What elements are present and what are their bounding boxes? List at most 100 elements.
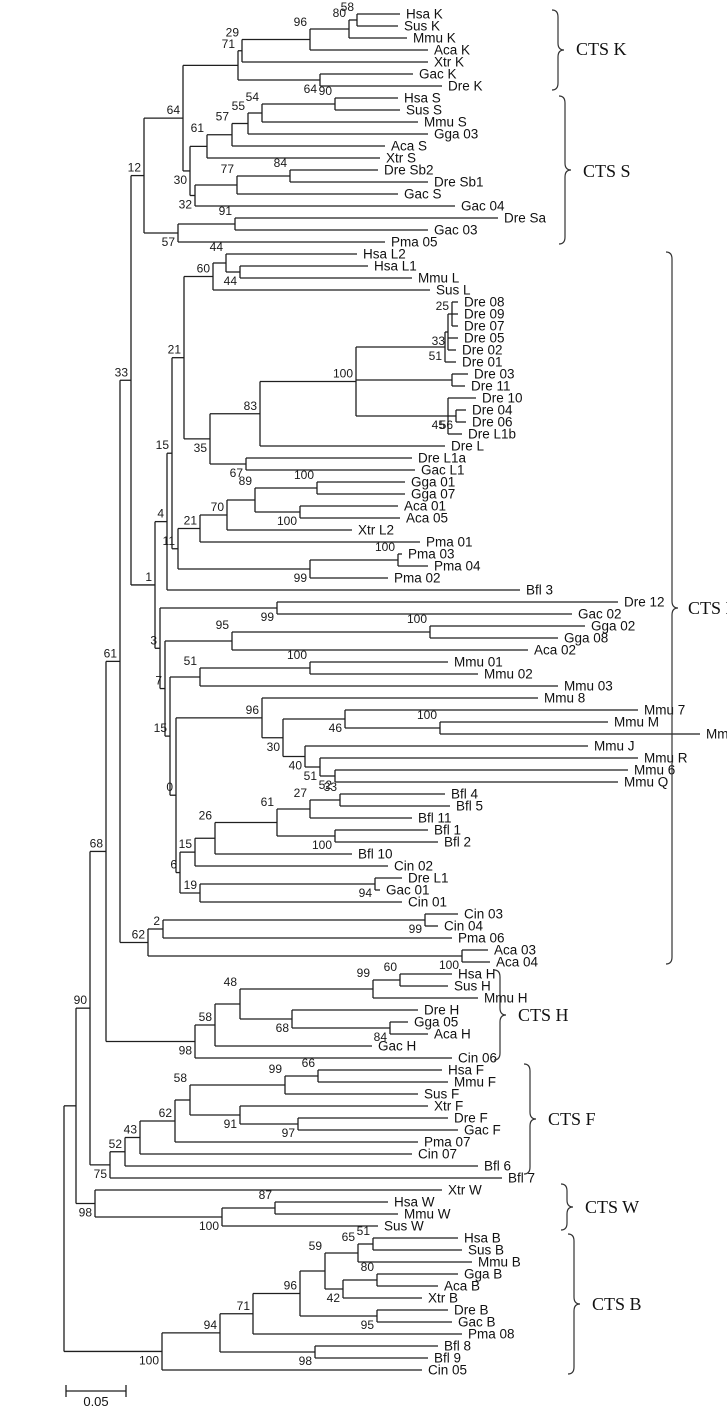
bootstrap-value: 95 xyxy=(216,618,230,632)
clade-bracket xyxy=(665,251,679,965)
taxon-label: Pma 01 xyxy=(426,535,473,550)
bootstrap-value: 60 xyxy=(197,262,211,276)
bootstrap-value: 25 xyxy=(436,299,450,313)
taxon-label: Bfl 7 xyxy=(508,1171,535,1186)
taxon-label: Gga B xyxy=(464,1267,502,1282)
taxon-label: Pma 06 xyxy=(458,931,505,946)
taxon-label: Pma 02 xyxy=(394,571,441,586)
bootstrap-value: 43 xyxy=(124,1123,138,1137)
taxon-label: Bfl 3 xyxy=(526,583,553,598)
clade-bracket xyxy=(523,1063,537,1175)
taxon-label: Cin 05 xyxy=(428,1363,467,1378)
taxon-label: Dre L1b xyxy=(468,427,516,442)
bootstrap-value: 75 xyxy=(94,1167,108,1181)
taxon-label: Mmu 3 xyxy=(706,727,727,742)
bootstrap-value: 97 xyxy=(282,1126,296,1140)
taxon-label: Aca 05 xyxy=(406,511,448,526)
bootstrap-value: 15 xyxy=(156,438,170,452)
clade-bracket xyxy=(551,9,565,91)
bootstrap-value: 61 xyxy=(191,121,205,135)
bootstrap-value: 55 xyxy=(232,99,246,113)
bootstrap-value: 87 xyxy=(259,1188,273,1202)
taxon-label: Gac 02 xyxy=(578,607,622,622)
taxon-label: Sus H xyxy=(454,979,491,994)
bootstrap-value: 99 xyxy=(357,966,371,980)
bootstrap-value: 48 xyxy=(224,975,238,989)
taxon-label: Xtr K xyxy=(434,55,464,70)
taxon-label: Dre 02 xyxy=(462,343,503,358)
taxon-label: Dre Sb1 xyxy=(434,175,484,190)
clade-label: CTS H xyxy=(518,1005,569,1025)
taxon-label: Dre H xyxy=(424,1003,459,1018)
bootstrap-value: 66 xyxy=(302,1056,316,1070)
taxon-label: Mmu H xyxy=(484,991,528,1006)
taxon-label: Gac L1 xyxy=(421,463,465,478)
clade-bracket xyxy=(493,969,507,1061)
taxon-label: Hsa S xyxy=(404,91,441,106)
bootstrap-value: 1 xyxy=(145,570,152,584)
bootstrap-value: 45 xyxy=(432,418,446,432)
bootstrap-value: 100 xyxy=(417,708,437,722)
taxon-label: Pma 03 xyxy=(408,547,455,562)
bootstrap-value: 65 xyxy=(342,1230,356,1244)
taxon-label: Mmu W xyxy=(404,1207,451,1222)
bootstrap-value: 91 xyxy=(219,204,233,218)
taxon-label: Mmu B xyxy=(478,1255,521,1270)
taxon-label: Bfl 1 xyxy=(434,823,461,838)
bootstrap-value: 21 xyxy=(184,514,198,528)
taxon-label: Pma 04 xyxy=(434,559,481,574)
taxon-label: Mmu L xyxy=(418,271,460,286)
taxon-label: Bfl 10 xyxy=(358,847,393,862)
taxon-label: Dre 05 xyxy=(464,331,505,346)
bootstrap-value: 12 xyxy=(128,161,142,175)
bootstrap-value: 6 xyxy=(170,858,177,872)
taxon-label: Dre B xyxy=(454,1303,489,1318)
bootstrap-value: 42 xyxy=(327,1291,341,1305)
bootstrap-value: 15 xyxy=(179,837,193,851)
taxon-label: Dre 11 xyxy=(471,379,511,394)
bootstrap-value: 21 xyxy=(168,343,182,357)
taxon-label: Dre L xyxy=(451,439,485,454)
taxon-label: Hsa B xyxy=(464,1231,501,1246)
taxon-label: Bfl 9 xyxy=(434,1351,461,1366)
bootstrap-value: 95 xyxy=(361,1318,375,1332)
taxon-label: Hsa F xyxy=(448,1063,484,1078)
bootstrap-value: 94 xyxy=(359,886,373,900)
bootstrap-value: 27 xyxy=(294,786,308,800)
clade-label: CTS F xyxy=(548,1109,596,1129)
taxon-label: Mmu 03 xyxy=(564,679,613,694)
bootstrap-value: 77 xyxy=(221,162,235,176)
bootstrap-value: 33 xyxy=(115,365,129,379)
bootstrap-value: 96 xyxy=(284,1279,298,1293)
taxon-label: Aca 04 xyxy=(496,955,539,970)
bootstrap-value: 84 xyxy=(274,156,288,170)
taxon-label: Sus B xyxy=(468,1243,504,1258)
bootstrap-value: 99 xyxy=(261,610,275,624)
taxon-label: Bfl 5 xyxy=(456,799,483,814)
bootstrap-value: 64 xyxy=(167,103,181,117)
scale-bar: 0.05 xyxy=(65,1385,127,1409)
taxon-label: Aca 03 xyxy=(494,943,536,958)
taxon-label: Mmu 8 xyxy=(544,691,585,706)
bootstrap-value: 98 xyxy=(299,1354,313,1368)
taxon-label: Dre 08 xyxy=(464,295,505,310)
clade-bracket xyxy=(567,1233,581,1375)
taxon-label: Gac K xyxy=(419,67,457,82)
bootstrap-value: 68 xyxy=(90,836,104,850)
bootstrap-value: 100 xyxy=(407,612,427,626)
taxon-label: Gga 01 xyxy=(411,475,455,490)
taxon-label: Xtr F xyxy=(434,1099,463,1114)
bootstrap-value: 100 xyxy=(294,468,314,482)
taxon-label: Sus L xyxy=(436,283,471,298)
bootstrap-value: 58 xyxy=(174,1071,188,1085)
bootstrap-value: 3 xyxy=(150,633,157,647)
bootstrap-value: 33 xyxy=(432,334,446,348)
taxon-label: Cin 02 xyxy=(394,859,433,874)
taxon-label: Dre L1 xyxy=(408,871,449,886)
bootstrap-value: 44 xyxy=(224,274,238,288)
taxon-label: Hsa K xyxy=(406,7,443,22)
taxon-label: Dre 04 xyxy=(472,403,513,418)
bootstrap-value: 59 xyxy=(309,1239,323,1253)
bootstrap-value: 80 xyxy=(361,1260,375,1274)
